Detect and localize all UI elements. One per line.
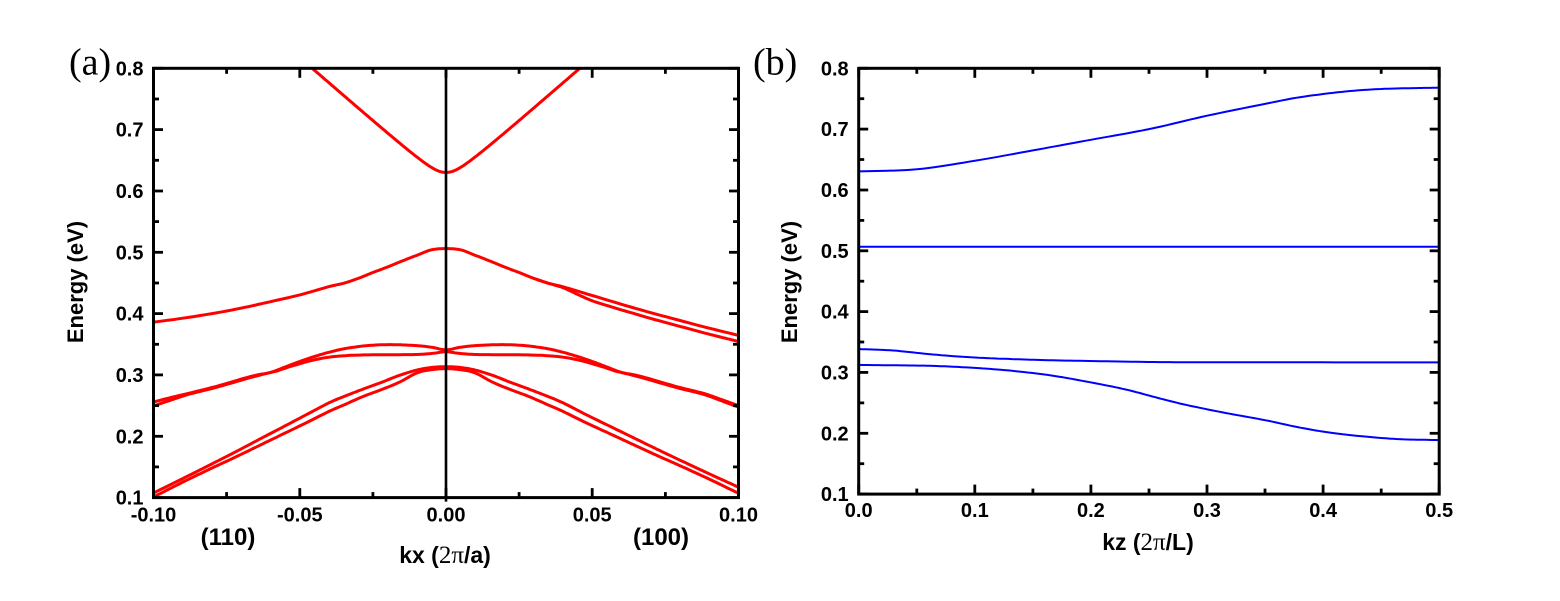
svg-text:0.2: 0.2 [116, 426, 144, 448]
svg-text:0.8: 0.8 [821, 58, 849, 80]
svg-text:0.5: 0.5 [821, 241, 849, 263]
svg-text:0.00: 0.00 [427, 505, 466, 527]
svg-text:(a): (a) [69, 42, 111, 84]
svg-text:0.5: 0.5 [116, 242, 144, 264]
svg-text:0.6: 0.6 [821, 180, 849, 202]
svg-text:-0.10: -0.10 [131, 505, 177, 527]
svg-text:Energy (eV): Energy (eV) [777, 221, 802, 343]
svg-text:0.1: 0.1 [961, 500, 989, 522]
svg-text:Energy (eV): Energy (eV) [63, 221, 88, 343]
svg-text:0.3: 0.3 [1193, 500, 1221, 522]
svg-text:0.5: 0.5 [1425, 500, 1453, 522]
svg-text:0.2: 0.2 [1077, 500, 1105, 522]
svg-text:0.7: 0.7 [116, 120, 144, 142]
svg-text:-0.05: -0.05 [277, 505, 323, 527]
svg-text:0.7: 0.7 [821, 119, 849, 141]
svg-text:0.4: 0.4 [821, 302, 850, 324]
svg-text:0.1: 0.1 [821, 484, 849, 506]
svg-text:0.05: 0.05 [573, 505, 612, 527]
svg-text:kz (2π/L): kz (2π/L) [1102, 529, 1194, 556]
svg-text:0.3: 0.3 [821, 362, 849, 384]
svg-text:(b): (b) [753, 42, 797, 84]
svg-text:0.0: 0.0 [845, 500, 873, 522]
svg-text:0.1: 0.1 [116, 488, 144, 510]
svg-text:0.6: 0.6 [116, 181, 144, 203]
svg-text:kx (2π/a): kx (2π/a) [399, 542, 491, 569]
svg-text:0.10: 0.10 [719, 505, 758, 527]
svg-text:0.4: 0.4 [1309, 500, 1338, 522]
svg-text:0.8: 0.8 [116, 58, 144, 80]
svg-text:(110): (110) [201, 524, 256, 551]
svg-text:0.4: 0.4 [116, 304, 145, 326]
svg-text:0.2: 0.2 [821, 423, 849, 445]
svg-text:(100): (100) [633, 524, 689, 551]
svg-text:0.3: 0.3 [116, 365, 144, 387]
